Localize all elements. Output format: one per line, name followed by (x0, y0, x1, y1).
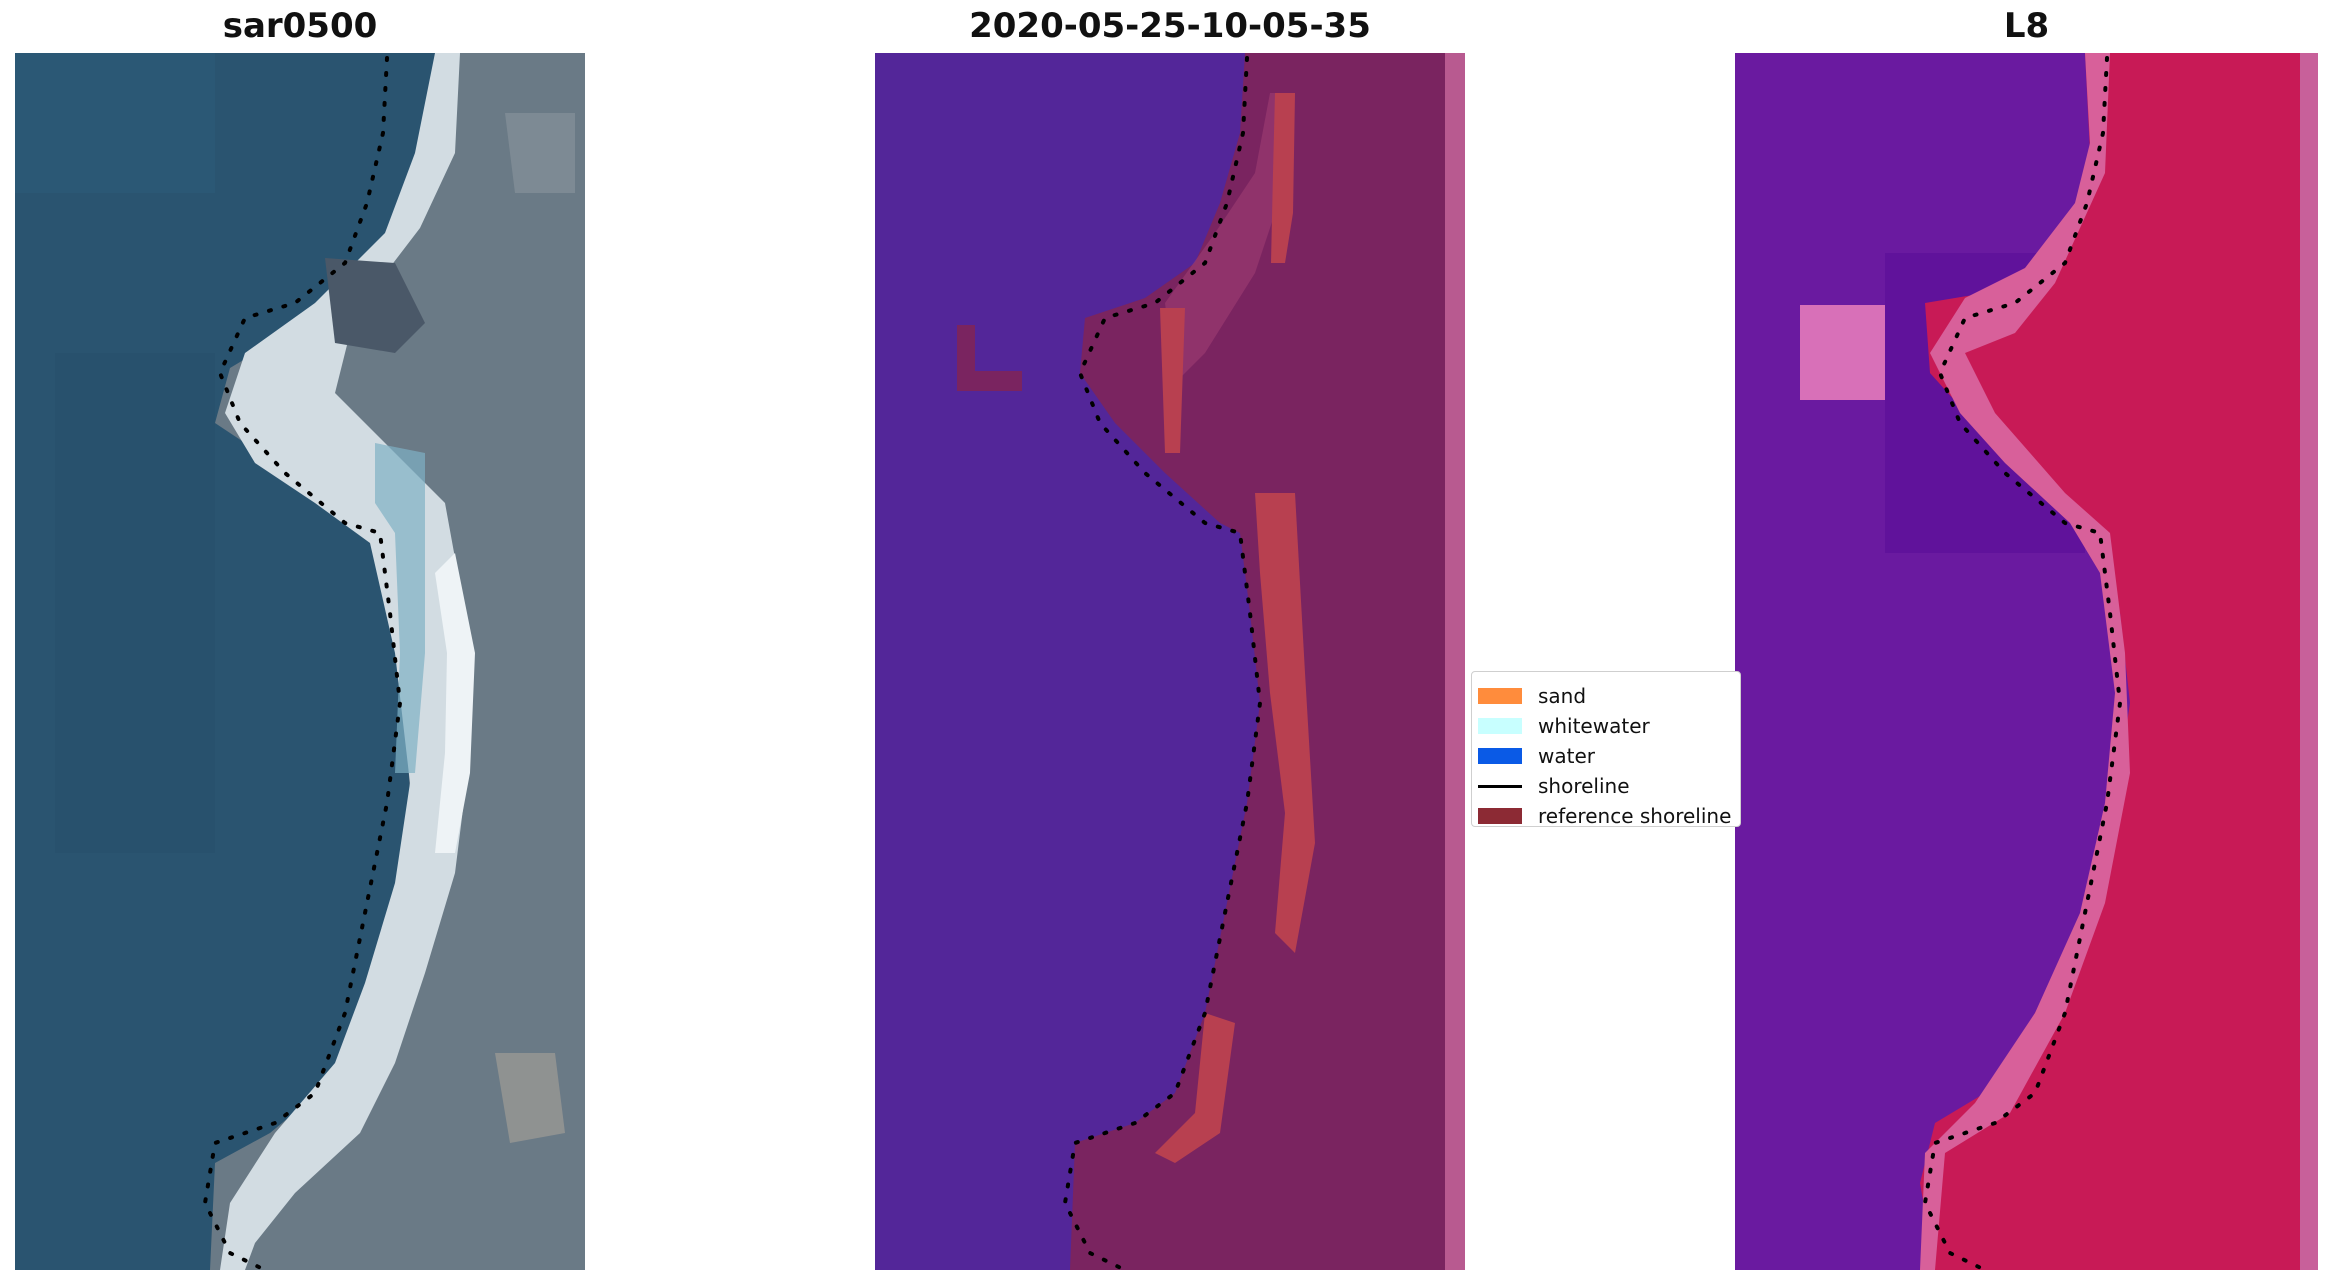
legend-swatch-sand (1478, 688, 1522, 704)
classified-image-panel (875, 53, 1465, 1270)
legend-label-sand: sand (1538, 684, 1587, 708)
legend-item-water: water (1478, 742, 1740, 770)
legend-item-sand: sand (1478, 682, 1740, 710)
legend-item-reference-shoreline: reference shoreline (1478, 802, 1740, 827)
legend-label-shoreline: shoreline (1538, 774, 1630, 798)
legend-item-shoreline: shoreline (1478, 772, 1740, 800)
rgb-image (15, 53, 585, 1270)
legend-swatch-reference-shoreline (1478, 808, 1522, 824)
index-image (1735, 53, 2318, 1270)
panel-title-rgb: sar0500 (222, 6, 378, 46)
legend: sand whitewater water shoreline referenc… (1471, 671, 1741, 827)
index-image-panel (1735, 53, 2318, 1270)
legend-line-shoreline (1478, 784, 1522, 788)
legend-label-whitewater: whitewater (1538, 714, 1650, 738)
legend-label-water: water (1538, 744, 1595, 768)
panel-title-index: L8 (2003, 6, 2050, 46)
classified-image (875, 53, 1465, 1270)
rgb-image-panel (15, 53, 585, 1270)
panel-title-classified: 2020-05-25-10-05-35 (969, 6, 1371, 46)
legend-item-whitewater: whitewater (1478, 712, 1740, 740)
legend-label-reference-shoreline: reference shoreline (1538, 804, 1732, 827)
legend-swatch-water (1478, 748, 1522, 764)
legend-swatch-whitewater (1478, 718, 1522, 734)
